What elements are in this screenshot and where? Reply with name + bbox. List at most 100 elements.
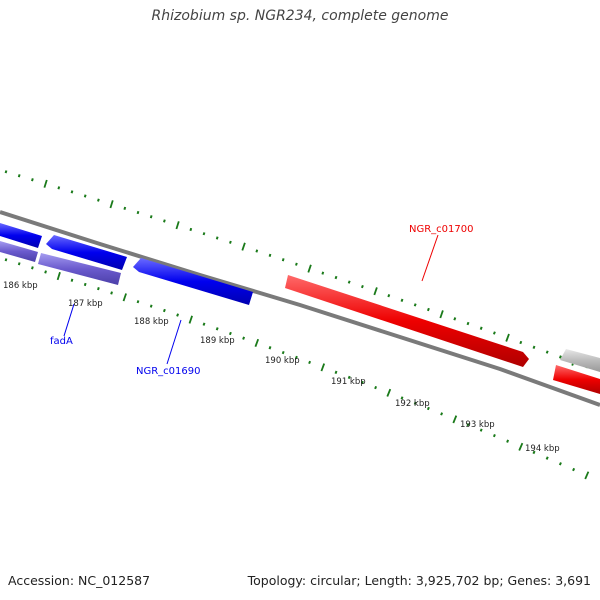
gene-arrow-inner-1[interactable] bbox=[0, 241, 38, 262]
minor-tick bbox=[426, 406, 430, 411]
minor-tick bbox=[255, 249, 259, 253]
major-tick bbox=[320, 363, 326, 372]
minor-tick bbox=[466, 423, 470, 427]
gene-label-ngr-c01690[interactable]: NGR_c01690 bbox=[136, 366, 201, 377]
minor-tick bbox=[136, 300, 140, 304]
minor-tick bbox=[545, 456, 549, 460]
minor-tick bbox=[532, 345, 536, 349]
minor-tick bbox=[176, 313, 180, 317]
minor-tick bbox=[519, 340, 523, 345]
minor-tick bbox=[479, 428, 483, 432]
minor-tick bbox=[189, 227, 193, 232]
gene-label-fada[interactable]: fadA bbox=[50, 336, 73, 347]
minor-tick bbox=[347, 280, 351, 284]
minor-tick bbox=[97, 287, 100, 291]
minor-tick bbox=[334, 275, 338, 280]
minor-tick bbox=[31, 178, 34, 182]
major-tick bbox=[254, 338, 260, 348]
minor-tick bbox=[268, 253, 272, 257]
gene-label-ngr-c01700[interactable]: NGR_c01700 bbox=[409, 224, 474, 235]
genome-backbone bbox=[0, 210, 600, 407]
major-tick bbox=[386, 388, 392, 397]
accession-text: Accession: NC_012587 bbox=[8, 573, 151, 588]
ruler-label-186: 186 kbp bbox=[3, 281, 38, 291]
minor-tick bbox=[506, 439, 510, 443]
gene-arrow-ngr-c01700[interactable] bbox=[285, 275, 529, 367]
minor-tick bbox=[308, 360, 312, 365]
minor-tick bbox=[17, 174, 21, 178]
minor-tick bbox=[453, 317, 457, 321]
minor-tick bbox=[413, 303, 417, 307]
minor-tick bbox=[57, 186, 61, 190]
major-tick bbox=[109, 200, 114, 209]
major-tick bbox=[452, 415, 458, 424]
minor-tick bbox=[44, 270, 47, 274]
ruler-label-191: 191 kbp bbox=[331, 377, 366, 387]
gene-arrow-fada[interactable] bbox=[38, 253, 121, 285]
major-tick bbox=[175, 221, 180, 230]
gene-arrow-outer-1[interactable] bbox=[0, 223, 42, 248]
minor-tick bbox=[215, 327, 219, 331]
minor-tick bbox=[110, 291, 113, 295]
ruler-label-189: 189 kbp bbox=[200, 336, 235, 346]
minor-tick bbox=[163, 219, 166, 223]
minor-tick bbox=[572, 467, 576, 472]
major-tick bbox=[584, 471, 590, 480]
major-tick bbox=[122, 293, 127, 302]
major-tick bbox=[241, 242, 246, 251]
major-tick bbox=[188, 315, 193, 324]
minor-tick bbox=[123, 206, 127, 210]
minor-tick bbox=[31, 266, 34, 270]
minor-tick bbox=[136, 210, 140, 215]
minor-tick bbox=[70, 278, 74, 282]
minor-tick bbox=[242, 336, 246, 340]
gene-arrow-outer-2[interactable] bbox=[46, 235, 127, 270]
minor-tick bbox=[294, 355, 298, 360]
minor-tick bbox=[268, 346, 272, 350]
minor-tick bbox=[413, 401, 417, 405]
minor-tick bbox=[347, 375, 351, 380]
ruler-label-192: 192 kbp bbox=[395, 399, 430, 409]
minor-tick bbox=[97, 198, 100, 202]
major-tick bbox=[505, 333, 510, 342]
gene-arrow-inner-red-2[interactable] bbox=[553, 365, 600, 394]
gene-arrow-ngr-c01690[interactable] bbox=[133, 258, 253, 305]
minor-tick bbox=[83, 194, 87, 198]
minor-tick bbox=[228, 331, 232, 336]
minor-tick bbox=[17, 262, 21, 266]
minor-tick bbox=[400, 396, 404, 400]
minor-tick bbox=[426, 307, 430, 312]
ruler-label-194: 194 kbp bbox=[525, 444, 560, 454]
minor-tick bbox=[215, 236, 219, 240]
minor-tick bbox=[558, 462, 562, 466]
major-tick bbox=[56, 271, 61, 281]
minor-tick bbox=[149, 304, 153, 308]
minor-tick bbox=[532, 450, 536, 455]
gene-arrow-outer-gray[interactable] bbox=[560, 349, 600, 372]
minor-tick bbox=[360, 284, 364, 289]
minor-tick bbox=[229, 240, 232, 244]
ruler-tick-ring bbox=[4, 258, 590, 480]
minor-tick bbox=[440, 412, 444, 416]
minor-tick bbox=[202, 232, 206, 236]
major-tick bbox=[518, 442, 524, 451]
ruler-label-190: 190 kbp bbox=[265, 356, 300, 366]
minor-tick bbox=[374, 385, 378, 390]
minor-tick bbox=[4, 258, 8, 262]
major-tick bbox=[439, 310, 444, 319]
minor-tick bbox=[558, 355, 562, 359]
minor-tick bbox=[400, 298, 404, 302]
leader-line-ngr-c01690 bbox=[166, 319, 182, 365]
minor-tick bbox=[83, 282, 87, 287]
minor-tick bbox=[479, 326, 483, 330]
minor-tick bbox=[281, 258, 285, 262]
leader-line-ngr-c01700 bbox=[421, 234, 439, 282]
minor-tick bbox=[360, 380, 364, 385]
minor-tick bbox=[545, 350, 549, 354]
minor-tick bbox=[492, 434, 496, 438]
genome-summary-text: Topology: circular; Length: 3,925,702 bp… bbox=[247, 573, 591, 588]
ruler-label-188: 188 kbp bbox=[134, 317, 169, 327]
minor-tick bbox=[281, 350, 285, 355]
minor-tick bbox=[149, 215, 153, 219]
